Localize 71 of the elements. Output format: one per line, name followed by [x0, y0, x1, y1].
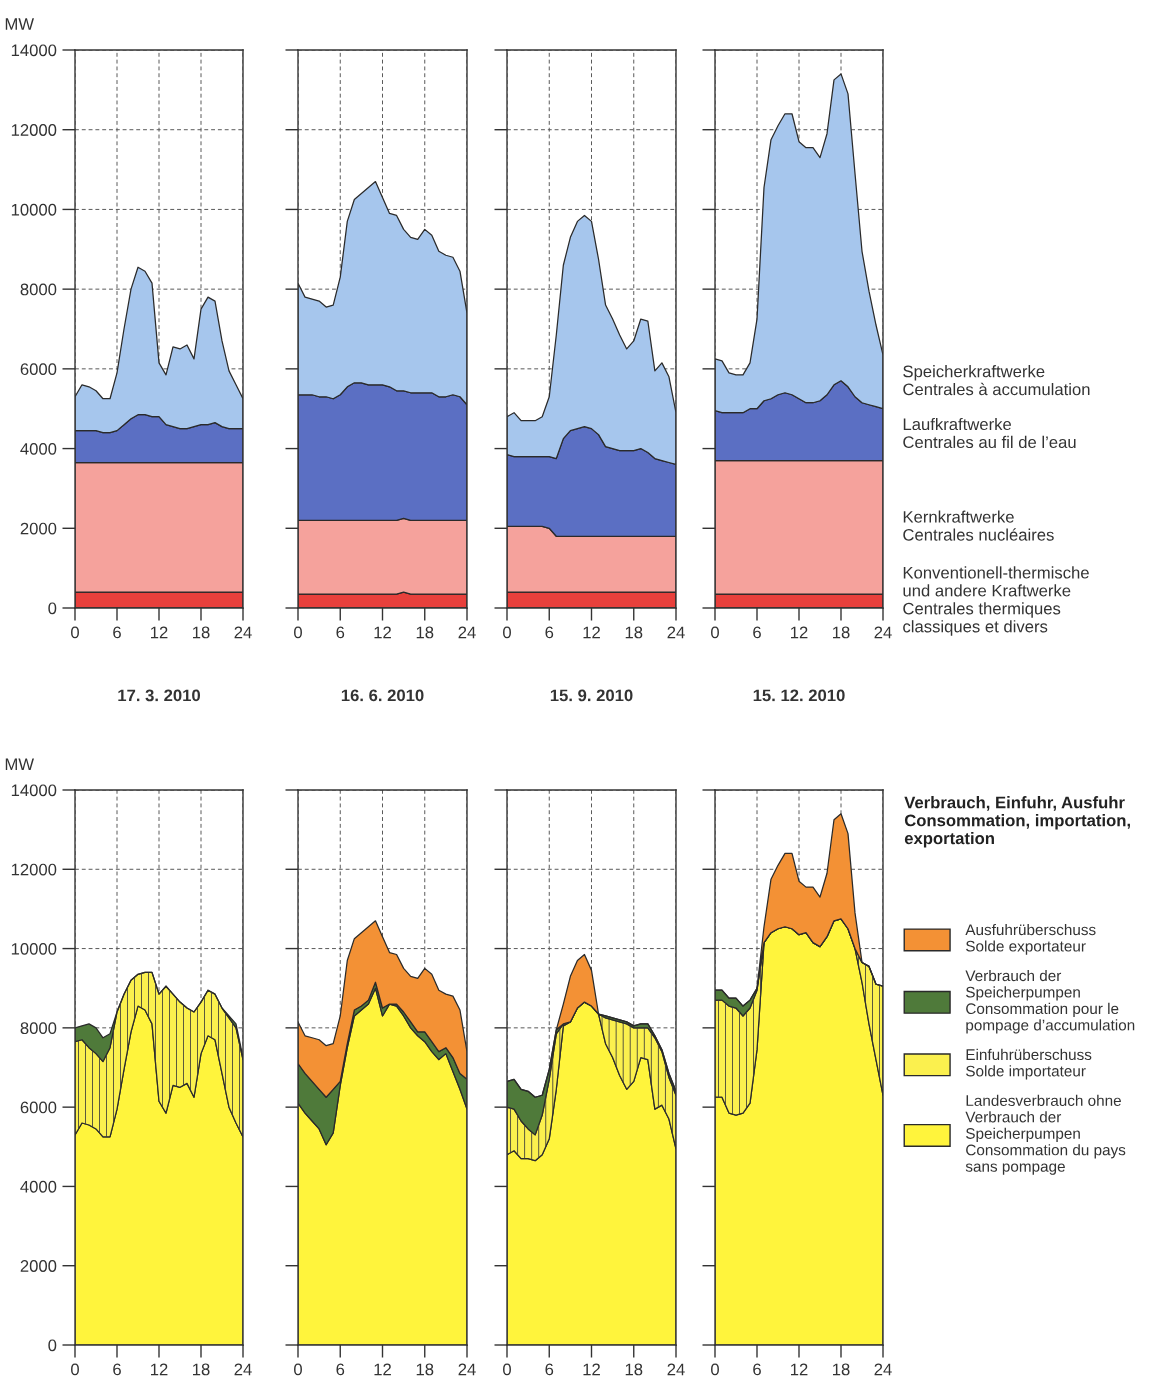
x-tick-label: 0: [503, 626, 511, 639]
x-tick-label: 12: [151, 626, 168, 639]
x-tick-label: 0: [711, 626, 719, 639]
x-tick-label: 0: [71, 626, 79, 639]
x-tick-label: 24: [234, 1363, 252, 1376]
y-tick-label: 12000: [11, 863, 57, 876]
series-label: Kernkraftwerke Centrales nucléaires: [903, 510, 1054, 541]
y-tick-label: 6000: [20, 1101, 57, 1114]
chart-title: 15. 9. 2010: [550, 689, 633, 702]
x-tick-label: 24: [234, 626, 252, 639]
x-tick-label: 12: [791, 626, 808, 639]
series-label: Konventionell-thermische und andere Kraftwerke Centrales thermiques classiques et divers: [903, 566, 1089, 636]
x-tick-label: 12: [151, 1363, 168, 1376]
x-tick-label: 24: [874, 1363, 892, 1376]
y-tick-label: 4000: [20, 442, 57, 455]
chart-title: 15. 12. 2010: [753, 689, 845, 702]
x-tick-label: 6: [545, 1363, 554, 1376]
x-tick-label: 18: [833, 1363, 850, 1376]
x-tick-label: 24: [667, 626, 685, 639]
y-tick-label: 6000: [20, 363, 57, 376]
x-tick-label: 24: [667, 1363, 685, 1376]
x-tick-label: 0: [71, 1363, 79, 1376]
x-tick-label: 12: [583, 1363, 600, 1376]
x-tick-label: 6: [545, 626, 554, 639]
legend-title: Verbrauch, Einfuhr, Ausfuhr Consommation, importation, exportation: [904, 796, 1130, 848]
x-tick-label: 18: [416, 626, 434, 639]
y-tick-label: 14000: [11, 44, 57, 57]
x-tick-label: 0: [294, 1363, 302, 1376]
x-tick-label: 12: [374, 1363, 391, 1376]
x-tick-label: 6: [336, 626, 345, 639]
x-tick-label: 6: [113, 1363, 121, 1376]
x-tick-label: 18: [833, 626, 850, 639]
y-tick-label: 2000: [20, 522, 57, 535]
y-tick-label: 10000: [11, 942, 57, 955]
y-tick-label: 10000: [11, 203, 57, 216]
y-tick-label: 0: [48, 602, 57, 615]
x-tick-label: 18: [193, 626, 210, 639]
x-tick-label: 18: [193, 1363, 210, 1376]
y-tick-label: 0: [48, 1339, 57, 1352]
x-tick-label: 24: [874, 626, 892, 639]
x-tick-label: 18: [625, 626, 643, 639]
x-tick-label: 0: [294, 626, 302, 639]
x-tick-label: 0: [503, 1363, 511, 1376]
legend-label: Landesverbrauch ohne Verbrauch der Speicherpumpen Consommation du pays sans pompage: [965, 1094, 1126, 1175]
y-axis-title: MW: [5, 758, 34, 770]
legend-label: Ausfuhrüberschuss Solde exportateur: [965, 923, 1096, 955]
x-tick-label: 6: [753, 1363, 761, 1376]
series-label: Laufkraftwerke Centrales au fil de l’eau: [903, 417, 1076, 449]
series-label: Speicherkraftwerke Centrales à accumulation: [903, 365, 1090, 396]
x-tick-label: 6: [336, 1363, 345, 1376]
y-tick-label: 8000: [20, 283, 57, 296]
x-tick-label: 18: [416, 1363, 434, 1376]
x-tick-label: 24: [458, 1363, 476, 1376]
chart-title: 16. 6. 2010: [341, 689, 424, 702]
chart-title: 17. 3. 2010: [118, 689, 201, 702]
x-tick-label: 6: [113, 626, 121, 639]
x-tick-label: 12: [583, 626, 600, 639]
x-tick-label: 18: [625, 1363, 643, 1376]
y-tick-label: 8000: [20, 1022, 57, 1035]
y-tick-label: 4000: [20, 1180, 57, 1193]
x-tick-label: 12: [374, 626, 391, 639]
legend-label: Verbrauch der Speicherpumpen Consommation pour le pompage d’accumulation: [965, 969, 1135, 1034]
y-tick-label: 12000: [11, 124, 57, 136]
x-tick-label: 6: [753, 626, 761, 639]
y-tick-label: 2000: [20, 1260, 57, 1272]
y-axis-title: MW: [5, 18, 34, 30]
x-tick-label: 0: [711, 1363, 719, 1376]
y-tick-label: 14000: [11, 784, 57, 797]
x-tick-label: 12: [791, 1363, 808, 1376]
legend-label: Einfuhrüberschuss Solde importateur: [966, 1048, 1092, 1080]
x-tick-label: 24: [458, 626, 476, 639]
